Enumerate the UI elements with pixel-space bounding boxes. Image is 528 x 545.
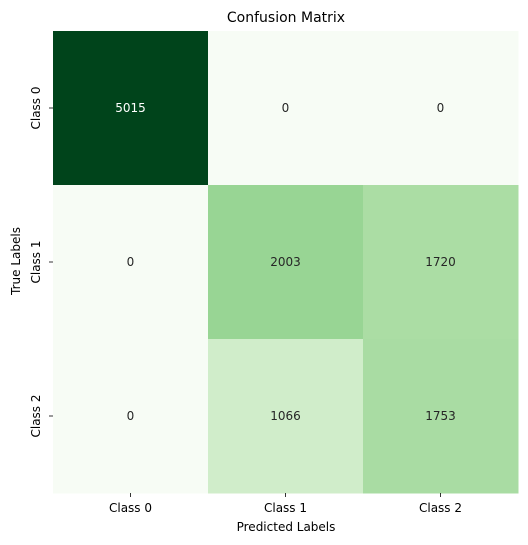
heatmap-cell-r0-c2 [363, 31, 519, 186]
x-tick-label-0: Class 0 [109, 501, 152, 515]
y-tick-label-2: Class 2 [29, 394, 43, 437]
heatmap-cell-r1-c1 [208, 185, 364, 340]
y-tick-label-1: Class 1 [29, 240, 43, 283]
cell-value-r1-c1: 2003 [270, 255, 301, 269]
cell-value-r0-c0: 5015 [115, 101, 146, 115]
y-tick-label-0: Class 0 [29, 86, 43, 129]
cell-value-r1-c2: 1720 [425, 255, 456, 269]
cell-value-r1-c0: 0 [127, 255, 135, 269]
heatmap-cell-labels: 5015 0 0 0 2003 1720 0 1066 1753 [115, 101, 456, 423]
heatmap-cells [53, 31, 519, 494]
x-tick-label-1: Class 1 [264, 501, 307, 515]
x-tick-label-2: Class 2 [419, 501, 462, 515]
x-axis-ticks: Class 0 Class 1 Class 2 [109, 493, 462, 515]
heatmap-cell-r0-c1 [208, 31, 364, 186]
heatmap-cell-r2-c1 [208, 339, 364, 494]
cell-value-r2-c2: 1753 [425, 409, 456, 423]
y-axis-label: True Labels [9, 227, 23, 296]
heatmap-cell-r0-c0 [53, 31, 209, 186]
x-axis-label: Predicted Labels [237, 520, 336, 534]
heatmap-cell-r1-c0 [53, 185, 209, 340]
chart-title: Confusion Matrix [227, 10, 345, 26]
y-axis-ticks: Class 0 Class 1 Class 2 [29, 86, 53, 438]
cell-value-r2-c1: 1066 [270, 409, 301, 423]
cell-value-r2-c0: 0 [127, 409, 135, 423]
heatmap-cell-r2-c2 [363, 339, 519, 494]
heatmap-cell-r1-c2 [363, 185, 519, 340]
cell-value-r0-c1: 0 [282, 101, 290, 115]
heatmap-cell-r2-c0 [53, 339, 209, 494]
cell-value-r0-c2: 0 [437, 101, 445, 115]
